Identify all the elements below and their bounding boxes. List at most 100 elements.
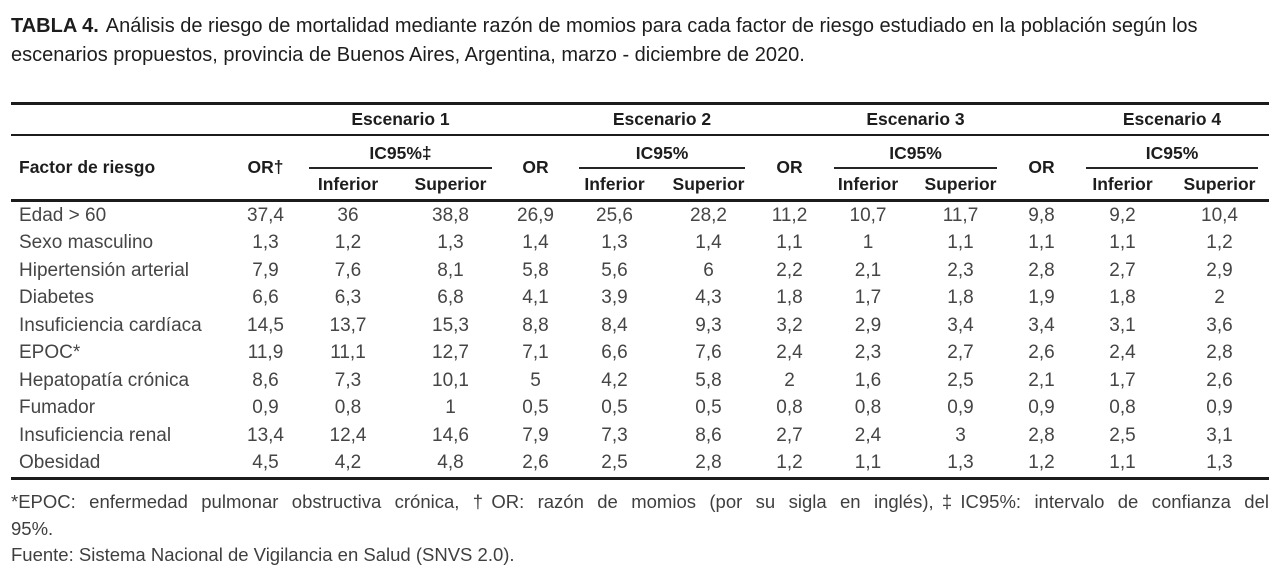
table-row: Hipertensión arterial 7,9 7,6 8,1 5,8 5,6 6 2,… bbox=[11, 257, 1269, 285]
ci95-label: IC95% bbox=[579, 137, 745, 169]
value-cell: 36 bbox=[337, 204, 359, 226]
abbreviations-footnote-line2: 95%. bbox=[11, 517, 54, 539]
value-cell: 0,9 bbox=[1206, 397, 1233, 419]
value-cell: 2,4 bbox=[776, 342, 803, 364]
value-cell: 3 bbox=[955, 424, 966, 446]
value-cell: 12,4 bbox=[329, 424, 367, 446]
superior-header-2: Superior bbox=[661, 169, 756, 202]
value-cell: 1,8 bbox=[947, 287, 974, 309]
value-cell: 1,1 bbox=[854, 452, 882, 474]
value-cell: 2 bbox=[1214, 287, 1225, 309]
value-cell: 1,2 bbox=[1028, 452, 1055, 474]
value-cell: 0,5 bbox=[601, 397, 628, 419]
scenario-4-header: Escenario 4 bbox=[1075, 103, 1269, 136]
value-cell: 1,3 bbox=[1206, 452, 1233, 474]
table-row: Insuficiencia cardíaca 14,5 13,7 15,3 8,8 8,… bbox=[11, 312, 1269, 340]
value-cell: 1,4 bbox=[695, 232, 722, 254]
value-cell: 0,8 bbox=[1109, 397, 1136, 419]
source-footnote: Fuente: Sistema Nacional de Vigilancia e… bbox=[11, 544, 515, 565]
value-cell: 1,4 bbox=[522, 232, 549, 254]
value-cell: 1,6 bbox=[854, 369, 882, 391]
value-cell: 6,8 bbox=[437, 287, 464, 309]
value-cell: 4,2 bbox=[334, 452, 362, 474]
or-header-2: OR bbox=[503, 135, 568, 202]
value-cell: 5,8 bbox=[695, 369, 722, 391]
value-cell: 2,5 bbox=[1109, 424, 1136, 446]
value-cell: 14,5 bbox=[247, 314, 284, 336]
table-number-label: TABLA 4. bbox=[11, 15, 99, 37]
value-cell: 7,1 bbox=[522, 342, 549, 364]
value-cell: 2,2 bbox=[776, 259, 803, 281]
scenario-2-header: Escenario 2 bbox=[568, 103, 756, 136]
empty-cell bbox=[1008, 103, 1075, 136]
value-cell: 2,8 bbox=[695, 452, 722, 474]
value-cell: 3,4 bbox=[947, 314, 974, 336]
factor-cell: Diabetes bbox=[19, 287, 94, 309]
value-cell: 9,8 bbox=[1028, 204, 1055, 226]
value-cell: 2,6 bbox=[1206, 369, 1233, 391]
value-cell: 28,2 bbox=[690, 204, 727, 226]
value-cell: 25,6 bbox=[596, 204, 633, 226]
factor-cell: Insuficiencia renal bbox=[19, 424, 172, 446]
value-cell: 1,7 bbox=[1109, 369, 1136, 391]
or-header-3: OR bbox=[756, 135, 823, 202]
table-title-text: Análisis de riesgo de mortalidad mediant… bbox=[11, 15, 1198, 66]
value-cell: 26,9 bbox=[517, 204, 554, 226]
inferior-header-3: Inferior bbox=[823, 169, 913, 202]
value-cell: 2,7 bbox=[776, 424, 803, 446]
value-cell: 1,1 bbox=[947, 232, 974, 254]
value-cell: 2,6 bbox=[522, 452, 549, 474]
value-cell: 10,1 bbox=[432, 369, 469, 391]
factor-cell: Insuficiencia cardíaca bbox=[19, 314, 202, 336]
table-row: Edad > 60 37,4 36 38,8 26,9 25,6 28,2 11,2 10,7… bbox=[11, 201, 1269, 230]
value-cell: 2,5 bbox=[601, 452, 628, 474]
value-cell: 2,8 bbox=[1028, 424, 1055, 446]
value-cell: 0,8 bbox=[334, 397, 362, 419]
value-cell: 5 bbox=[530, 369, 541, 391]
value-cell: 4,1 bbox=[522, 287, 549, 309]
value-cell: 1,7 bbox=[854, 287, 882, 309]
inferior-header-2: Inferior bbox=[568, 169, 661, 202]
value-cell: 3,9 bbox=[601, 287, 628, 309]
or-header-1: OR† bbox=[233, 135, 298, 202]
value-cell: 1,8 bbox=[776, 287, 803, 309]
table-title: TABLA 4. Análisis de riesgo de mortalidad… bbox=[11, 12, 1269, 70]
factor-cell: Hepatopatía crónica bbox=[19, 369, 190, 391]
value-cell: 7,3 bbox=[334, 369, 362, 391]
value-cell: 8,8 bbox=[522, 314, 549, 336]
value-cell: 1,1 bbox=[776, 232, 803, 254]
footnotes: *EPOC: enfermedad pulmonar obstructiva c… bbox=[11, 489, 1269, 569]
value-cell: 1,1 bbox=[1109, 452, 1136, 474]
table-row: Hepatopatía crónica 8,6 7,3 10,1 5 4,2 5,8 2 1,… bbox=[11, 367, 1269, 395]
scenario-1-header: Escenario 1 bbox=[298, 103, 503, 136]
empty-cell bbox=[503, 103, 568, 136]
table-row: EPOC* 11,9 11,1 12,7 7,1 6,6 7,6 2,4 2,3 2,7 2,6 2… bbox=[11, 340, 1269, 368]
value-cell: 2,3 bbox=[947, 259, 974, 281]
value-cell: 2,7 bbox=[1109, 259, 1136, 281]
value-cell: 2,5 bbox=[947, 369, 974, 391]
value-cell: 1 bbox=[445, 397, 456, 419]
value-cell: 9,2 bbox=[1109, 204, 1136, 226]
value-cell: 1,2 bbox=[334, 232, 362, 254]
value-cell: 3,6 bbox=[1206, 314, 1233, 336]
value-cell: 6,3 bbox=[334, 287, 362, 309]
value-cell: 2,4 bbox=[1109, 342, 1136, 364]
value-cell: 1,3 bbox=[252, 232, 279, 254]
value-cell: 4,3 bbox=[695, 287, 722, 309]
value-cell: 7,9 bbox=[522, 424, 549, 446]
value-cell: 11,9 bbox=[247, 342, 284, 364]
value-cell: 1,1 bbox=[1028, 232, 1055, 254]
value-cell: 0,9 bbox=[947, 397, 974, 419]
ci95-label: IC95% bbox=[834, 137, 997, 169]
bound-header-row: Inferior Superior Inferior Superior Infe… bbox=[11, 169, 1269, 202]
value-cell: 8,6 bbox=[695, 424, 722, 446]
value-cell: 0,9 bbox=[1028, 397, 1055, 419]
risk-table: Escenario 1 Escenario 2 Escenario 3 Esce… bbox=[11, 102, 1269, 480]
value-cell: 0,8 bbox=[854, 397, 882, 419]
value-cell: 11,7 bbox=[942, 204, 979, 226]
factor-cell: Edad > 60 bbox=[19, 204, 107, 226]
value-cell: 4,8 bbox=[437, 452, 464, 474]
factor-cell: Obesidad bbox=[19, 452, 101, 474]
table-row: Diabetes 6,6 6,3 6,8 4,1 3,9 4,3 1,8 1,7 1,8 1,9 1… bbox=[11, 285, 1269, 313]
ci95-header-4: IC95% bbox=[1075, 135, 1269, 169]
